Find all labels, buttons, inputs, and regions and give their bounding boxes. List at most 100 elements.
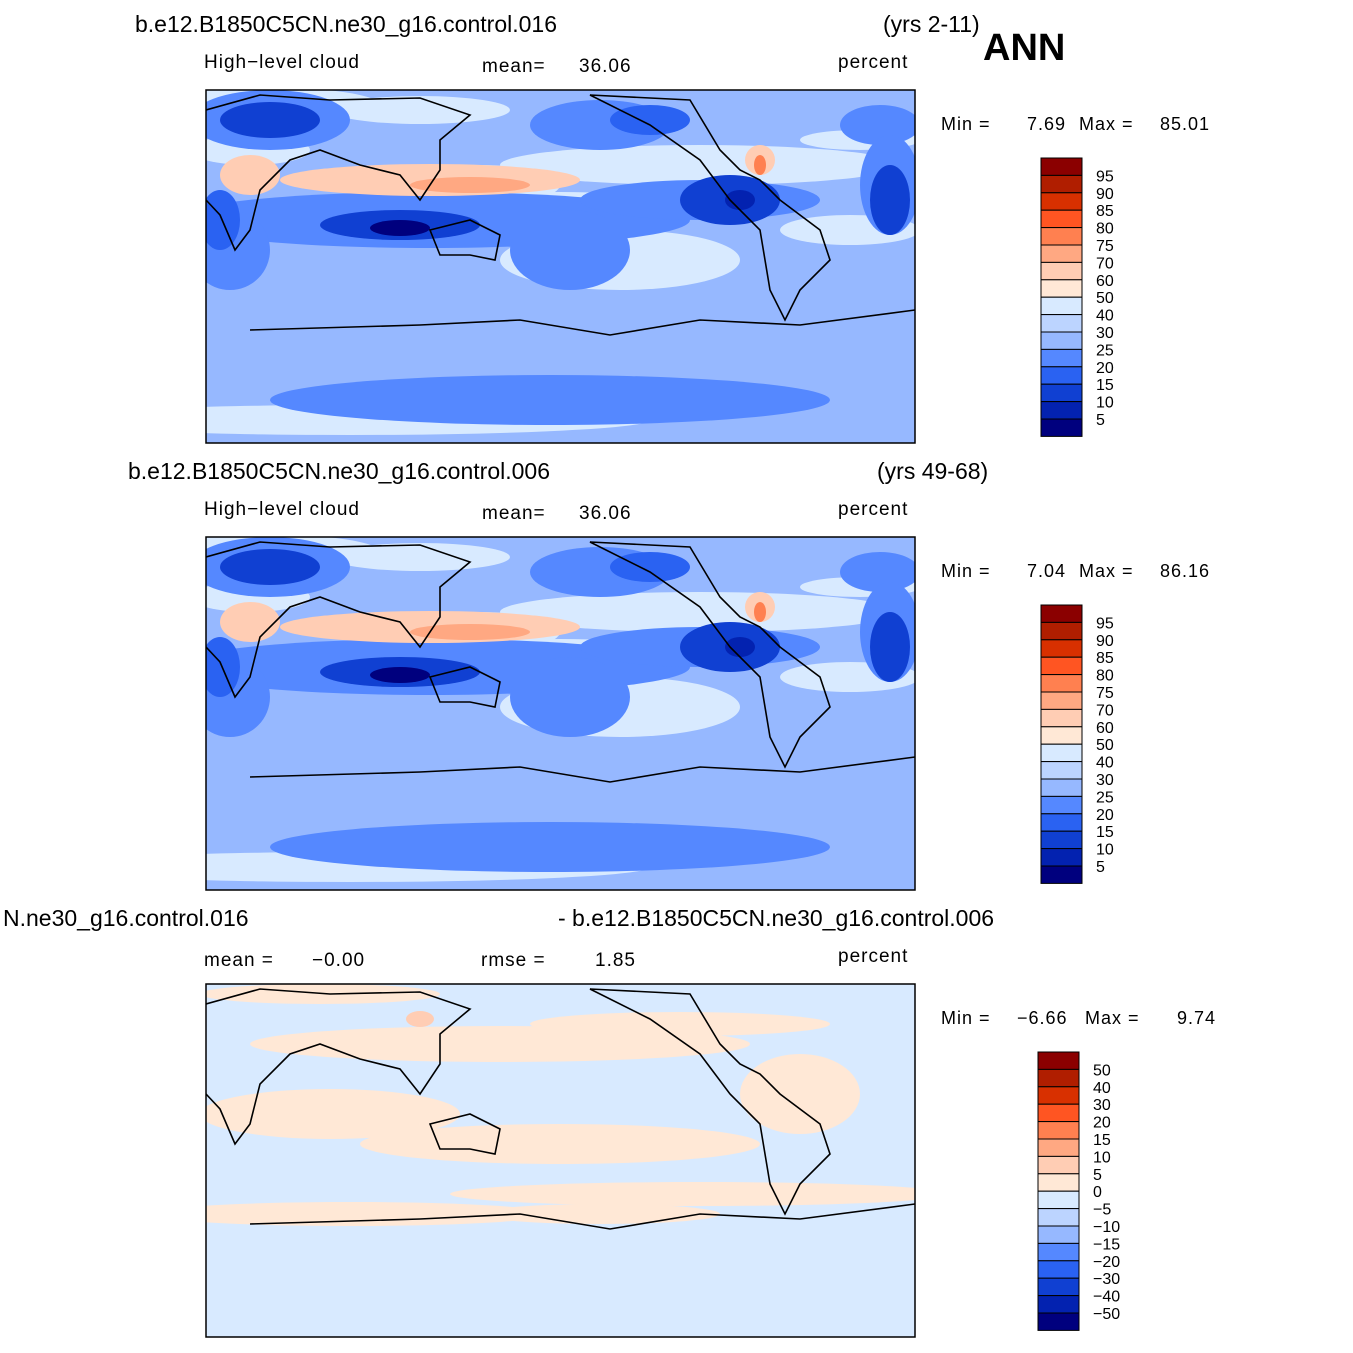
colorbar-swatch	[1040, 279, 1083, 298]
colorbar-swatch	[1040, 830, 1083, 850]
colorbar-swatch	[1037, 1121, 1080, 1140]
colorbar-swatch	[1040, 656, 1083, 676]
colorbar-swatch	[1040, 865, 1083, 884]
units: percent	[838, 52, 908, 73]
contour	[270, 375, 830, 425]
contour	[840, 105, 915, 145]
colorbar-label: 50	[1096, 290, 1114, 307]
contour	[610, 105, 690, 135]
colorbar-swatch	[1037, 1103, 1080, 1123]
colorbar-swatch	[1040, 848, 1083, 867]
contour	[870, 165, 910, 235]
min-value: 7.69	[1027, 114, 1066, 134]
colorbar-swatch	[1040, 227, 1083, 246]
colorbar-swatch	[1037, 1225, 1080, 1244]
colorbar-label: 70	[1096, 255, 1114, 272]
max-label: Max =	[1079, 561, 1134, 581]
case-title: N.ne30_g16.control.016	[3, 905, 249, 931]
contour	[500, 145, 900, 185]
colorbar-label: 0	[1093, 1184, 1102, 1201]
min-label: Min =	[941, 1008, 991, 1028]
colorbar-label: 25	[1096, 789, 1114, 806]
contour	[330, 543, 510, 571]
colorbar-label: 90	[1096, 633, 1114, 650]
contour	[220, 602, 280, 642]
contour	[510, 210, 630, 290]
coastline	[249, 1203, 915, 1230]
years: (yrs 49-68)	[877, 458, 988, 484]
colorbar-swatch	[1040, 621, 1083, 641]
colorbar-swatch	[1040, 691, 1083, 710]
contour	[870, 612, 910, 682]
colorbar-label: 85	[1096, 650, 1114, 667]
map-field	[206, 537, 915, 890]
colorbar-swatch	[1040, 761, 1083, 780]
max-value: 9.74	[1177, 1008, 1216, 1028]
units: percent	[838, 946, 908, 967]
colorbar-label: 80	[1096, 221, 1114, 238]
map	[205, 89, 916, 444]
min-value: −6.66	[1017, 1008, 1068, 1028]
case-title: b.e12.B1850C5CN.ne30_g16.control.016	[135, 11, 557, 37]
contour	[740, 1054, 860, 1134]
contour	[330, 96, 510, 124]
coastline	[206, 988, 472, 1146]
colorbar-label: 15	[1096, 377, 1114, 394]
colorbar-swatch	[1040, 813, 1083, 832]
colorbar-swatch	[1037, 1190, 1080, 1210]
units: percent	[838, 499, 908, 520]
contour	[406, 1011, 434, 1027]
map-frame	[205, 983, 916, 1338]
contour	[220, 549, 320, 585]
colorbar-label: 30	[1096, 772, 1114, 789]
stat-label: mean=	[482, 56, 546, 77]
contour	[370, 220, 430, 236]
contour	[500, 592, 900, 632]
colorbar-swatch	[1040, 331, 1083, 350]
stat-label: mean =	[204, 950, 274, 971]
colorbar-label: 75	[1096, 685, 1114, 702]
colorbar-swatch	[1040, 314, 1083, 333]
colorbar-label: −15	[1093, 1236, 1120, 1253]
colorbar-label: 20	[1096, 807, 1114, 824]
coastline	[589, 988, 831, 1216]
coastline	[589, 94, 831, 322]
max-label: Max =	[1085, 1008, 1140, 1028]
stat-value: 36.06	[579, 503, 632, 524]
colorbar-swatch	[1040, 366, 1083, 385]
min-value: 7.04	[1027, 561, 1066, 581]
colorbar-label: 90	[1096, 186, 1114, 203]
colorbar-swatch	[1040, 348, 1083, 368]
contour	[840, 552, 915, 592]
contour	[754, 602, 766, 622]
colorbar-label: 40	[1096, 755, 1114, 772]
colorbar-label: 15	[1093, 1132, 1111, 1149]
colorbar-label: 30	[1093, 1097, 1111, 1114]
colorbar-swatch	[1040, 174, 1083, 194]
colorbar-label: −30	[1093, 1271, 1120, 1288]
colorbar-label: −40	[1093, 1289, 1120, 1306]
map	[205, 536, 916, 891]
variable: High−level cloud	[204, 52, 360, 73]
map-field	[206, 90, 915, 443]
contour	[220, 102, 320, 138]
colorbar-label: 15	[1096, 824, 1114, 841]
colorbar-label: 75	[1096, 238, 1114, 255]
colorbar-label: 10	[1096, 842, 1114, 859]
colorbar-swatch	[1037, 1242, 1080, 1262]
colorbar-label: 95	[1096, 168, 1114, 185]
colorbar-label: 85	[1096, 203, 1114, 220]
colorbar-label: 95	[1096, 615, 1114, 632]
colorbar-label: 5	[1093, 1167, 1102, 1184]
stat-value: 1.85	[595, 950, 636, 971]
contour	[480, 1204, 720, 1224]
map	[205, 983, 916, 1338]
colorbar-swatch	[1037, 1277, 1080, 1297]
colorbar-swatch	[1040, 639, 1083, 658]
colorbar-swatch	[1040, 743, 1083, 763]
map-frame	[205, 89, 916, 444]
coastline	[428, 666, 501, 708]
contour	[754, 155, 766, 175]
colorbar-label: 80	[1096, 668, 1114, 685]
colorbar-swatch	[1037, 1208, 1080, 1227]
